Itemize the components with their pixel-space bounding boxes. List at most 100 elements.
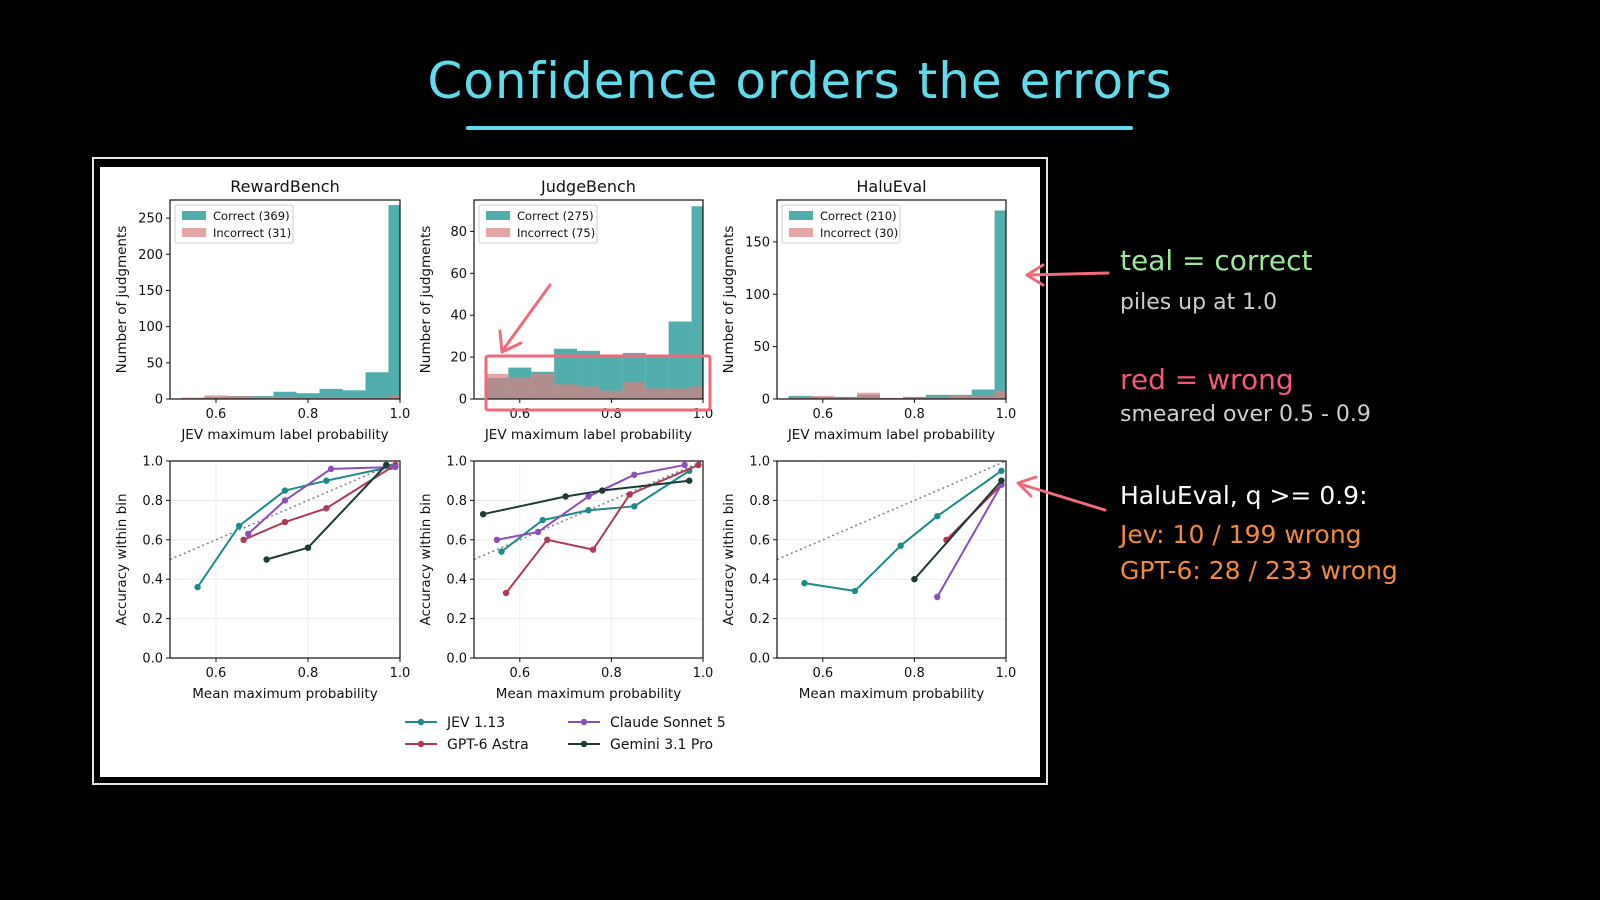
series-line-gemini bbox=[482, 479, 690, 516]
note-halueval-gpt: GPT-6: 28 / 233 wrong bbox=[1120, 556, 1398, 585]
y-tick-label: 0.2 bbox=[142, 612, 163, 627]
series-point-jev bbox=[934, 512, 941, 520]
legend-swatch-correct bbox=[789, 211, 813, 220]
series-line-claude bbox=[936, 484, 1003, 598]
y-tick-label: 250 bbox=[138, 212, 163, 227]
series-point-jev bbox=[585, 507, 592, 514]
y-tick-label: 0.6 bbox=[446, 533, 467, 548]
bar-correct bbox=[296, 393, 320, 399]
legend-label-correct: Correct (369) bbox=[213, 209, 290, 223]
bar-incorrect bbox=[531, 373, 555, 399]
y-axis-label: Accuracy within bin bbox=[114, 493, 130, 625]
series-point-claude bbox=[392, 463, 399, 471]
y-tick-label: 1.0 bbox=[142, 455, 163, 470]
series-point-claude bbox=[327, 465, 335, 473]
x-tick-label: 1.0 bbox=[996, 407, 1017, 422]
bar-incorrect bbox=[925, 396, 949, 399]
series-point-gemini bbox=[599, 487, 606, 494]
x-tick-label: 0.6 bbox=[206, 666, 227, 681]
series-point-jev bbox=[897, 542, 904, 549]
bar-incorrect bbox=[273, 396, 297, 399]
series-line-claude bbox=[496, 463, 685, 541]
series-point-gpt bbox=[502, 589, 510, 597]
legend-marker-jev bbox=[417, 718, 425, 726]
series-point-gemini bbox=[562, 493, 569, 500]
series-point-gemini bbox=[479, 510, 487, 518]
x-axis-label: JEV maximum label probability bbox=[787, 427, 995, 443]
y-tick-label: 0.8 bbox=[749, 494, 770, 509]
y-tick-label: 0.4 bbox=[446, 573, 467, 588]
series-point-claude bbox=[631, 471, 638, 478]
bar-incorrect bbox=[227, 396, 251, 399]
bar-incorrect bbox=[485, 373, 509, 399]
bar-incorrect bbox=[691, 386, 703, 399]
series-point-jev bbox=[498, 548, 505, 555]
legend-label-jev: JEV 1.13 bbox=[446, 715, 505, 731]
bar-incorrect bbox=[388, 395, 400, 399]
x-tick-label: 1.0 bbox=[693, 407, 714, 422]
x-tick-label: 0.8 bbox=[298, 407, 319, 422]
bar-incorrect bbox=[577, 386, 600, 399]
y-tick-label: 0 bbox=[155, 393, 163, 408]
legend-swatch-incorrect bbox=[789, 228, 813, 237]
legend-marker-gpt bbox=[417, 740, 425, 748]
legend-marker-claude bbox=[580, 718, 588, 726]
x-tick-label: 0.8 bbox=[601, 666, 622, 681]
hist-legend: Correct (275) Incorrect (75) bbox=[478, 204, 598, 244]
diagonal-reference-line bbox=[776, 460, 1007, 561]
bar-incorrect bbox=[342, 397, 366, 399]
x-tick-label: 1.0 bbox=[693, 666, 714, 681]
legend-label-incorrect: Incorrect (31) bbox=[213, 226, 291, 240]
series-point-claude bbox=[281, 497, 289, 504]
bar-incorrect bbox=[508, 378, 532, 399]
y-tick-label: 60 bbox=[450, 267, 467, 282]
y-tick-label: 0.2 bbox=[749, 612, 770, 627]
bar-incorrect bbox=[599, 390, 623, 399]
bar-correct bbox=[388, 205, 400, 399]
axes-frame bbox=[776, 460, 1007, 659]
bar-correct bbox=[273, 391, 297, 399]
x-axis-label: JEV maximum label probability bbox=[180, 427, 388, 443]
y-tick-label: 0.6 bbox=[142, 533, 163, 548]
series-point-gpt bbox=[240, 536, 247, 543]
series-point-gpt bbox=[281, 518, 289, 526]
series-point-gemini bbox=[263, 556, 270, 563]
series-point-jev bbox=[539, 516, 546, 524]
bar-correct bbox=[971, 389, 995, 399]
bar-incorrect bbox=[948, 395, 972, 399]
series-point-gpt bbox=[544, 536, 551, 543]
x-tick-label: 0.6 bbox=[509, 407, 530, 422]
x-tick-label: 1.0 bbox=[996, 666, 1017, 681]
series-line-gpt bbox=[243, 464, 396, 541]
bar-correct bbox=[342, 390, 366, 399]
legend-swatch-incorrect bbox=[486, 228, 510, 237]
series-point-claude bbox=[934, 593, 941, 601]
chart-4: 0.6 0.8 1.0 0.0 0.2 0.4 0.6 0.8 1.0 Mean maximum … bbox=[114, 455, 410, 703]
axes-frame bbox=[776, 199, 1007, 400]
title-underline bbox=[466, 126, 1133, 130]
bar-incorrect bbox=[994, 390, 1006, 399]
figure-svg: Correct (369) Incorrect (31) 0.6 0.8 1.0 0 50 1… bbox=[114, 177, 1017, 753]
bar-correct bbox=[691, 206, 703, 399]
hist-legend: Correct (369) Incorrect (31) bbox=[174, 204, 294, 244]
x-tick-label: 1.0 bbox=[390, 666, 411, 681]
slide-title: Confidence orders the errors bbox=[427, 52, 1173, 110]
y-axis-label: Number of judgments bbox=[114, 226, 130, 374]
bar-incorrect bbox=[296, 397, 320, 399]
note-halueval-jev: Jev: 10 / 199 wrong bbox=[1120, 520, 1362, 549]
bar-correct bbox=[994, 210, 1006, 399]
chart-title: HaluEval bbox=[856, 177, 926, 196]
x-tick-label: 1.0 bbox=[390, 407, 411, 422]
legend-label-incorrect: Incorrect (30) bbox=[820, 226, 898, 240]
bar-incorrect bbox=[181, 397, 205, 399]
y-tick-label: 0.6 bbox=[749, 533, 770, 548]
x-tick-label: 0.6 bbox=[812, 666, 833, 681]
series-point-jev bbox=[281, 487, 289, 494]
y-axis-label: Accuracy within bin bbox=[721, 493, 737, 625]
x-tick-label: 0.8 bbox=[601, 407, 622, 422]
bar-incorrect bbox=[788, 396, 812, 399]
legend-label-incorrect: Incorrect (75) bbox=[517, 226, 595, 240]
note-red-sub: smeared over 0.5 - 0.9 bbox=[1120, 402, 1371, 427]
y-tick-label: 0.0 bbox=[749, 652, 770, 667]
bar-incorrect bbox=[668, 388, 692, 399]
